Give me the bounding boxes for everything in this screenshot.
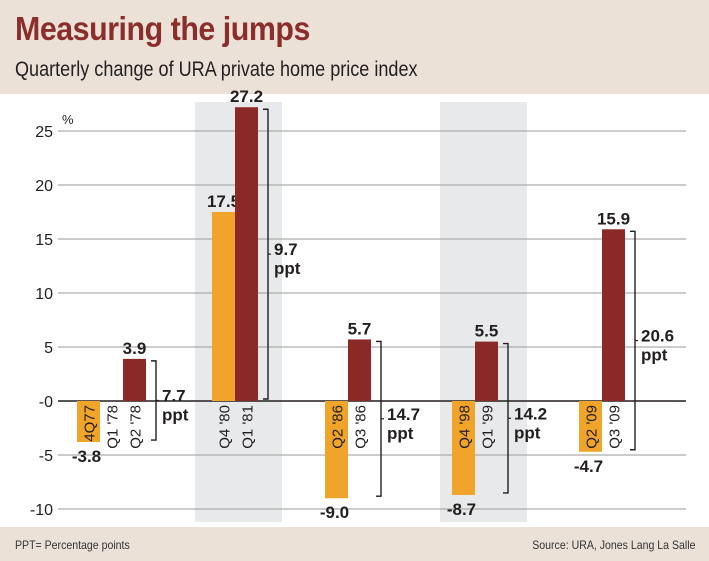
- value-label: 3.9: [123, 339, 147, 358]
- bar-after: [123, 358, 146, 401]
- bar-after: [235, 107, 258, 402]
- value-label: 27.2: [230, 87, 263, 106]
- jump-unit-label: ppt: [387, 424, 414, 443]
- chart-header: Measuring the jumps Quarterly change of …: [0, 0, 709, 94]
- footnote: PPT= Percentage points: [15, 538, 130, 552]
- bar-before: [452, 401, 475, 495]
- chart-footer: PPT= Percentage points Source: URA, Jone…: [0, 527, 709, 561]
- category-label: Q3 '86: [353, 405, 370, 449]
- jump-unit-label: ppt: [641, 346, 668, 365]
- bar-after: [348, 339, 371, 401]
- category-label: Q1 '99: [480, 405, 497, 449]
- value-label: 5.5: [475, 322, 499, 341]
- y-unit-label: %: [62, 112, 74, 127]
- jump-value-label: 20.6: [641, 327, 674, 346]
- jump-value-label: 7.7: [162, 386, 186, 405]
- jump-unit-label: ppt: [162, 405, 189, 424]
- category-label: Q2 '09: [584, 405, 601, 449]
- y-tick-label: -10: [30, 502, 53, 519]
- jump-bracket: [376, 340, 382, 497]
- y-tick-label: -5: [39, 448, 53, 465]
- bar-before: [77, 401, 100, 443]
- y-tick-label: 5: [44, 340, 53, 357]
- value-label: 17.5: [207, 192, 240, 211]
- y-tick-label: -0: [39, 394, 53, 411]
- jump-bracket: [630, 230, 636, 451]
- value-label: -8.7: [447, 500, 476, 519]
- category-label: Q4 '80: [217, 405, 234, 449]
- value-label: 5.7: [348, 319, 372, 338]
- y-tick-label: 20: [35, 178, 53, 195]
- value-label: -3.8: [72, 447, 101, 466]
- bar-before: [325, 401, 348, 499]
- jump-value-label: 14.2: [514, 404, 547, 423]
- chart-title: Measuring the jumps: [15, 10, 310, 47]
- category-label: Q4 '98: [457, 405, 474, 449]
- jump-value-label: 9.7: [274, 240, 298, 259]
- bar-after: [602, 229, 625, 401]
- category-label: Q1 '81: [240, 405, 257, 449]
- jump-unit-label: ppt: [514, 423, 541, 442]
- category-label: Q1 '78: [105, 405, 122, 449]
- bar-before: [212, 212, 235, 401]
- value-label: -4.7: [574, 457, 603, 476]
- y-tick-label: 10: [35, 286, 53, 303]
- y-tick-label: 25: [35, 124, 53, 141]
- source-note: Source: URA, Jones Lang La Salle: [531, 538, 695, 552]
- category-label: Q3 '09: [607, 405, 624, 449]
- chart-subtitle: Quarterly change of URA private home pri…: [15, 58, 418, 81]
- bar-after: [475, 341, 498, 401]
- jump-value-label: 14.7: [387, 405, 420, 424]
- value-label: -9.0: [320, 503, 349, 522]
- category-label: Q2 '78: [128, 405, 145, 449]
- jump-unit-label: ppt: [274, 259, 301, 278]
- value-label: 15.9: [597, 209, 630, 228]
- category-label: Q2 '86: [330, 405, 347, 449]
- y-tick-label: 15: [35, 232, 53, 249]
- category-label: 4Q77: [82, 405, 99, 442]
- bar-before: [579, 401, 602, 452]
